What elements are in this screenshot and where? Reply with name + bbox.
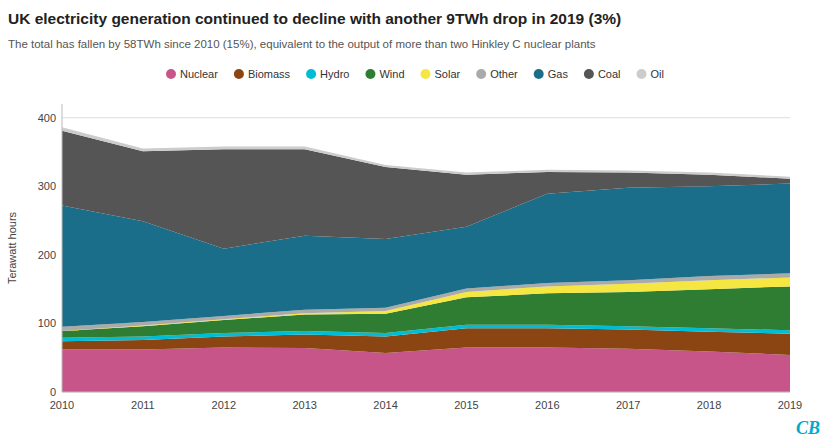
grid — [62, 118, 790, 392]
legend-item: Nuclear — [166, 68, 218, 80]
x-tick-label: 2010 — [50, 399, 74, 411]
subtitle: The total has fallen by 58TWh since 2010… — [8, 38, 596, 50]
x-axis-line — [62, 392, 790, 393]
x-tick-label: 2018 — [697, 399, 721, 411]
legend-item: Other — [476, 68, 518, 80]
grid-line — [62, 117, 790, 118]
legend-marker — [637, 69, 647, 79]
legend-label: Wind — [379, 68, 404, 80]
x-tick-label: 2015 — [454, 399, 478, 411]
legend-marker — [306, 69, 316, 79]
x-tick-label: 2012 — [212, 399, 236, 411]
x-tick-label: 2013 — [292, 399, 316, 411]
legend-item: Oil — [637, 68, 664, 80]
legend-label: Other — [490, 68, 518, 80]
grid-line — [62, 392, 790, 393]
y-tick-label: 200 — [38, 249, 56, 261]
background — [0, 0, 830, 440]
legend-marker — [166, 69, 176, 79]
areas — [62, 127, 790, 392]
x-tick-label: 2019 — [778, 399, 802, 411]
legend-label: Coal — [598, 68, 621, 80]
x-tick-label: 2017 — [616, 399, 640, 411]
legend-label: Gas — [548, 68, 569, 80]
legend-item: Hydro — [306, 68, 349, 80]
area — [62, 347, 790, 392]
y-tick-label: 100 — [38, 317, 56, 329]
y-tick-label: 300 — [38, 180, 56, 192]
legend-label: Nuclear — [180, 68, 218, 80]
legend-item: Solar — [421, 68, 461, 80]
title: UK electricity generation continued to d… — [8, 10, 621, 27]
y-axis-label: Terawatt hours — [6, 211, 18, 284]
legend-marker — [534, 69, 544, 79]
y-axis-line — [62, 104, 63, 392]
legend-label: Hydro — [320, 68, 349, 80]
legend-item: Biomass — [234, 68, 291, 80]
legend-marker — [584, 69, 594, 79]
legend-item: Gas — [534, 68, 569, 80]
x-tick-label: 2014 — [373, 399, 397, 411]
legend-label: Solar — [435, 68, 461, 80]
legend-item: Wind — [365, 68, 404, 80]
area — [62, 127, 790, 178]
legend-item: Coal — [584, 68, 621, 80]
legend: Nuclear Biomass Hydro Wind Solar Other Gas Coal… — [166, 68, 664, 80]
legend-marker — [234, 69, 244, 79]
legend-marker — [476, 69, 486, 79]
legend-marker — [365, 69, 375, 79]
y-tick-label: 0 — [50, 386, 56, 398]
chart: UK electricity generation continued to d… — [0, 0, 830, 440]
x-tick-label: 2016 — [535, 399, 559, 411]
legend-marker — [421, 69, 431, 79]
annotation: CB — [796, 418, 820, 438]
y-tick-label: 400 — [38, 112, 56, 124]
legend-label: Biomass — [248, 68, 291, 80]
legend-label: Oil — [651, 68, 664, 80]
x-tick-label: 2011 — [131, 399, 155, 411]
